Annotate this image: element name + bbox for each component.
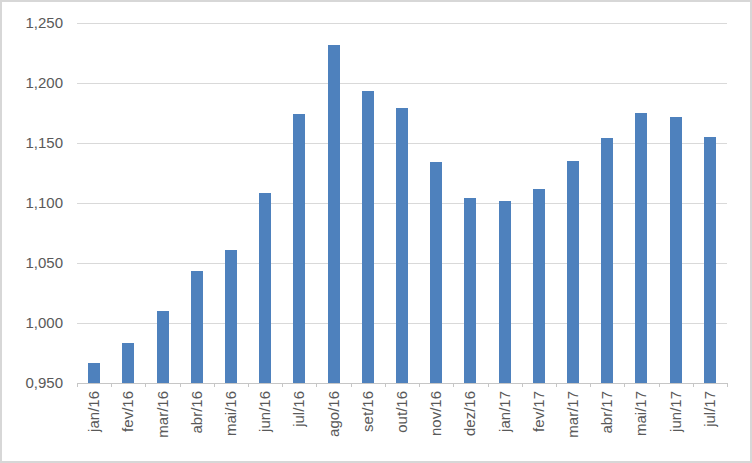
x-axis-tick-label: jun/16 (257, 391, 273, 432)
x-axis-tick (522, 383, 523, 387)
gridline (77, 83, 727, 84)
x-axis-tick (248, 383, 249, 387)
x-axis-tick-label: mar/16 (155, 391, 171, 438)
x-axis-tick-label: dez/16 (462, 391, 478, 436)
y-axis-tick-label: 1,200 (2, 75, 63, 91)
bar-fev-16 (122, 343, 134, 383)
x-axis-tick (111, 383, 112, 387)
x-axis-tick (693, 383, 694, 387)
x-axis-tick-label: out/16 (394, 391, 410, 433)
x-axis-tick-label: jan/16 (86, 391, 102, 432)
x-axis-tick-label: jun/17 (668, 391, 684, 432)
bar-mar-16 (157, 311, 169, 383)
bar-fev-17 (533, 189, 545, 383)
bar-chart: 1,250 1,200 1,150 1,100 1,050 1,000 0,950 jan/… (0, 0, 752, 463)
bar-jul-16 (293, 114, 305, 383)
bar-jun-17 (670, 117, 682, 383)
x-axis-tick-label: jan/17 (497, 391, 513, 432)
x-axis-tick (624, 383, 625, 387)
y-axis-tick-label: 1,050 (2, 255, 63, 271)
bar-mai-16 (225, 250, 237, 383)
x-axis-tick (214, 383, 215, 387)
x-axis-tick-label: mai/17 (633, 391, 649, 436)
x-axis-tick (419, 383, 420, 387)
plot-area (77, 23, 727, 383)
x-axis-tick (282, 383, 283, 387)
x-axis-tick (590, 383, 591, 387)
bar-abr-16 (191, 271, 203, 383)
y-axis-tick-label: 1,150 (2, 135, 63, 151)
x-axis-tick-label: mai/16 (223, 391, 239, 436)
y-axis-tick-label: 1,250 (2, 15, 63, 31)
bar-mar-17 (567, 161, 579, 383)
bar-mai-17 (635, 113, 647, 383)
bar-dez-16 (464, 198, 476, 383)
x-axis-tick-label: ago/16 (326, 391, 342, 437)
x-axis-tick (351, 383, 352, 387)
x-axis-tick-label: mar/17 (565, 391, 581, 438)
x-axis-tick (385, 383, 386, 387)
x-axis-tick (145, 383, 146, 387)
bar-jan-17 (499, 201, 511, 383)
gridline (77, 23, 727, 24)
bar-abr-17 (601, 138, 613, 383)
bar-nov-16 (430, 162, 442, 383)
x-axis-tick-label: abr/17 (599, 391, 615, 434)
x-axis-tick (316, 383, 317, 387)
bar-ago-16 (328, 45, 340, 383)
x-axis-tick-label: jul/16 (291, 391, 307, 427)
x-axis-tick-label: fev/16 (120, 391, 136, 432)
x-axis-tick-label: abr/16 (189, 391, 205, 434)
x-axis-tick-label: fev/17 (531, 391, 547, 432)
bar-jun-16 (259, 193, 271, 383)
bar-out-16 (396, 108, 408, 383)
x-axis-tick (77, 383, 78, 387)
bar-set-16 (362, 91, 374, 383)
x-axis-tick (659, 383, 660, 387)
x-axis-tick-label: jul/17 (702, 391, 718, 427)
x-axis-tick-label: set/16 (360, 391, 376, 432)
y-axis-tick-label: 0,950 (2, 375, 63, 391)
x-axis-tick (488, 383, 489, 387)
y-axis-tick-label: 1,100 (2, 195, 63, 211)
y-axis-tick-label: 1,000 (2, 315, 63, 331)
bar-jan-16 (88, 363, 100, 383)
x-axis-tick-label: nov/16 (428, 391, 444, 436)
x-axis-tick (180, 383, 181, 387)
x-axis-tick (453, 383, 454, 387)
x-axis-tick (556, 383, 557, 387)
x-axis-line (77, 383, 727, 384)
bar-jul-17 (704, 137, 716, 383)
x-axis-tick (727, 383, 728, 387)
